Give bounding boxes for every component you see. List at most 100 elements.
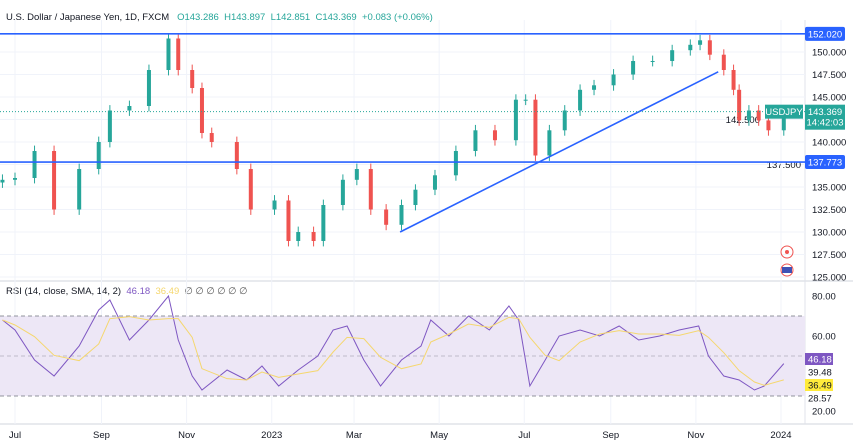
candle (631, 61, 636, 75)
time-tick-label: Sep (602, 430, 619, 441)
candle (77, 169, 82, 210)
candle (176, 38, 181, 70)
candle (32, 151, 37, 178)
price-label-bg (805, 155, 845, 170)
target-icon (780, 245, 794, 259)
time-tick-label: May (430, 430, 448, 441)
last-price-label: 143.369 (808, 107, 842, 118)
rsi-value: 46.18 (126, 286, 151, 297)
symbol-title: U.S. Dollar / Japanese Yen, 1D, FXCM (6, 12, 170, 23)
candle (166, 38, 171, 70)
candle (592, 85, 597, 90)
price-tick-label: 142.500 (726, 115, 760, 126)
rsi-value-label: 46.18 (808, 355, 832, 366)
candle (453, 151, 458, 176)
trendline (399, 71, 719, 233)
price-tick-label: 127.500 (812, 250, 846, 261)
time-tick-label: Nov (687, 430, 704, 441)
rsi-sma-label: 36.49 (808, 381, 832, 392)
open-value: O143.286 (177, 12, 219, 23)
price-label: 152.020 (808, 29, 842, 40)
rsi-label: RSI (14, close, SMA, 14, 2) (6, 286, 122, 297)
candle (311, 232, 316, 241)
rsi-tick-label: 80.00 (812, 292, 836, 303)
rsi-tick-label: 60.00 (812, 332, 836, 343)
candle (199, 88, 204, 133)
candle (432, 175, 437, 190)
candle (190, 70, 195, 88)
countdown-label: 14:42:03 (807, 118, 844, 129)
candle (721, 54, 726, 70)
price-tick-label: 132.500 (812, 205, 846, 216)
rsi-legend: RSI (14, close, SMA, 14, 2) 46.18 36.49 … (6, 286, 247, 297)
time-tick-label: 2024 (770, 430, 791, 441)
candle (296, 232, 301, 241)
time-tick-label: Jul (518, 430, 530, 441)
time-tick-label: Nov (178, 430, 195, 441)
candle (321, 205, 326, 241)
price-tick-label: 135.000 (812, 183, 846, 194)
candle (578, 89, 583, 111)
candle (209, 133, 214, 142)
candle (650, 61, 655, 62)
candle (688, 44, 693, 51)
rsi-tick-label: 20.00 (812, 407, 836, 418)
candle (731, 70, 736, 90)
candle (0, 179, 5, 183)
candle (146, 70, 151, 106)
candle (737, 89, 742, 121)
candle (286, 200, 291, 241)
candle (473, 130, 478, 151)
price-tick-label: 130.000 (812, 228, 846, 239)
last-price-bg (805, 104, 845, 130)
rsi-band (0, 316, 805, 396)
price-tick-label: 137.500 (767, 160, 801, 171)
rsi-upper-label: 39.48 (808, 368, 832, 379)
candle (368, 169, 373, 210)
rsi-sma-bg (805, 379, 833, 391)
candle (492, 130, 497, 141)
candle (562, 110, 567, 131)
rsi-sma-line (2, 316, 784, 386)
price-label-bg (805, 26, 845, 41)
candle (272, 200, 277, 210)
close-value: C143.369 (315, 12, 357, 23)
candle (340, 179, 345, 205)
candle (781, 111, 786, 131)
candle (707, 40, 712, 55)
price-tick-label: 147.500 (812, 70, 846, 81)
high-value: H143.897 (224, 12, 266, 23)
candle (698, 40, 703, 45)
candle (399, 205, 404, 225)
candle (234, 142, 239, 169)
candle (756, 110, 761, 121)
candle (354, 169, 359, 180)
hidden-values: ∅ ∅ ∅ ∅ ∅ ∅ (184, 286, 248, 297)
price-tick-label: 125.000 (812, 273, 846, 284)
candle (52, 151, 57, 210)
symbol-tag: USDJPY (765, 107, 803, 118)
symbol-tag-bg (765, 104, 803, 119)
candle (611, 74, 616, 86)
candle (670, 50, 675, 61)
candle (96, 142, 101, 169)
price-tick-label: 145.000 (812, 93, 846, 104)
time-tick-label: Sep (93, 430, 110, 441)
candle (127, 106, 132, 111)
rsi-lower-label: 28.57 (808, 394, 832, 405)
candle (384, 209, 389, 225)
change-value: +0.083 (+0.06%) (361, 12, 433, 23)
candle (248, 169, 253, 210)
candle (107, 110, 112, 142)
price-label: 137.773 (808, 158, 842, 169)
chart-legend: U.S. Dollar / Japanese Yen, 1D, FXCM O14… (6, 12, 433, 23)
rsi-value-bg (805, 353, 833, 365)
candle (413, 189, 418, 205)
time-tick-label: Jul (9, 430, 21, 441)
candle (766, 120, 771, 131)
low-value: L142.851 (270, 12, 311, 23)
time-tick-label: Mar (346, 430, 362, 441)
candle (513, 99, 518, 141)
price-tick-label: 140.000 (812, 138, 846, 149)
